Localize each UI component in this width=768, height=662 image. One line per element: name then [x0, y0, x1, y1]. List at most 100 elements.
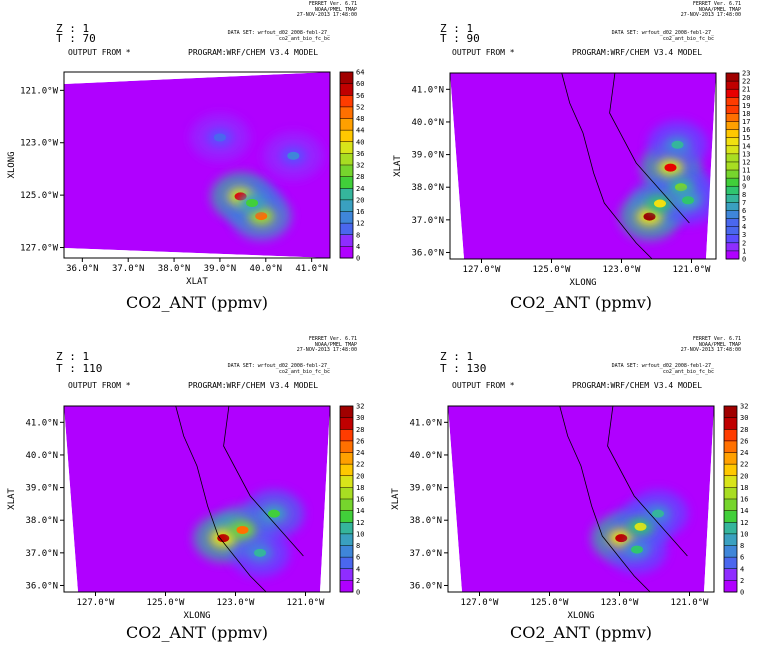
coastline [561, 73, 653, 259]
colorbar-tick-label: 8 [740, 542, 744, 550]
y-tick-label: 37.0°N [25, 549, 58, 559]
colorbar-segment [340, 533, 353, 546]
colorbar-tick-label: 44 [356, 127, 364, 135]
colorbar-segment [726, 226, 739, 236]
plot-area: 127.0°W 125.0°W 123.0°W 121.0°W 41.0°N 40.0°N… [393, 72, 717, 288]
colorbar: 0 4 8 12 16 20 24 28 32 36 40 44 48 52 56 60 64 [339, 69, 377, 263]
colorbar-segment [726, 153, 739, 163]
y-tick-label: 41.0°N [411, 85, 444, 95]
colorbar-tick-label: 5 [742, 215, 746, 223]
x-tick-label: 121.0°W [671, 598, 710, 608]
colorbar-tick-label: 32 [740, 403, 748, 411]
colorbar-tick-label: 28 [356, 173, 364, 181]
colorbar-tick-label: 12 [742, 158, 750, 166]
y-tick-label: 36.0°N [25, 581, 58, 591]
colorbar-tick-label: 17 [742, 118, 750, 126]
colorbar-segment [726, 81, 739, 90]
plot-frame [447, 405, 715, 593]
hotspot-core [671, 140, 684, 149]
program-label: PROGRAM:WRF/CHEM V3.4 MODEL [572, 381, 703, 390]
colorbar-segment [726, 250, 739, 260]
colorbar-tick-label: 11 [742, 167, 750, 175]
colorbar-tick-label: 9 [742, 183, 746, 191]
colorbar-tick-label: 16 [740, 496, 748, 504]
colorbar-tick-label: 20 [742, 94, 750, 102]
colorbar-tick-label: 4 [356, 243, 360, 251]
colorbar-segment [340, 72, 353, 85]
colorbar-segment [724, 522, 737, 535]
colorbar-segment [340, 429, 353, 442]
colorbar-segment [726, 170, 739, 179]
colorbar-segment [726, 234, 739, 244]
colorbar-segment [724, 475, 737, 488]
colorbar-segment [726, 210, 739, 220]
colorbar-tick-label: 36 [356, 150, 364, 158]
colorbar-tick-label: 21 [742, 86, 750, 94]
colorbar-segment [724, 557, 737, 570]
hotspot-core [217, 534, 230, 543]
colorbar-tick-label: 60 [356, 80, 364, 88]
colorbar-segment [340, 510, 353, 523]
colorbar-segment [340, 568, 353, 581]
y-axis-title: XLAT [391, 488, 401, 510]
colorbar-tick-label: 4 [742, 223, 746, 231]
hotspot-core [246, 198, 259, 207]
colorbar-tick-label: 18 [742, 110, 750, 118]
colorbar-tick-label: 26 [356, 437, 364, 445]
colorbar-segment [340, 522, 353, 535]
colorbar-segment [340, 440, 353, 453]
colorbar-tick-label: 2 [356, 577, 360, 585]
colorbar-segment [340, 545, 353, 558]
program-label: PROGRAM:WRF/CHEM V3.4 MODEL [572, 48, 703, 57]
colorbar-segment [724, 568, 737, 581]
x-tick-label: 123.0°W [603, 265, 642, 275]
colorbar-tick-label: 52 [356, 103, 364, 111]
colorbar-tick-label: 14 [740, 507, 748, 515]
x-tick-label: 121.0°W [673, 265, 712, 275]
y-axis-title: XLONG [7, 151, 17, 178]
colorbar-segment [340, 475, 353, 488]
y-tick-label: 37.0°N [411, 216, 444, 226]
variable-title: CO2_ANT (ppmv) [510, 623, 653, 642]
colorbar-segment [726, 73, 739, 82]
y-tick-label: 125.0°W [20, 191, 59, 201]
colorbar-tick-label: 22 [356, 461, 364, 469]
z-label: Z : 1 [440, 350, 474, 363]
colorbar-tick-label: 8 [356, 542, 360, 550]
x-axis-title: XLONG [569, 278, 596, 288]
ferret-version: FERRET Ver. 6.71 NOAA/PMEL TMAP 27-NOV-2… [680, 1, 741, 18]
colorbar-tick-label: 0 [740, 589, 744, 597]
colorbar-segment [340, 95, 353, 108]
colorbar: 0 2 4 6 8 10 12 14 16 18 20 22 24 26 28 30 32 [339, 403, 377, 597]
colorbar-segment [340, 223, 353, 236]
y-tick-label: 37.0°N [409, 549, 442, 559]
colorbar-tick-label: 28 [740, 426, 748, 434]
colorbar-tick-label: 64 [356, 69, 364, 77]
colorbar-segment [340, 557, 353, 570]
colorbar-tick-label: 2 [740, 577, 744, 585]
colorbar-segment [340, 199, 353, 212]
variable-title: CO2_ANT (ppmv) [510, 293, 653, 312]
colorbar-segment [726, 202, 739, 211]
colorbar-tick-label: 24 [356, 185, 364, 193]
x-axis-title: XLONG [567, 611, 594, 621]
y-tick-label: 41.0°N [25, 418, 58, 428]
colorbar-tick-label: 14 [356, 507, 364, 515]
colorbar-segment [724, 499, 737, 512]
plot-frame [449, 72, 717, 260]
colorbar-tick-label: 19 [742, 102, 750, 110]
colorbar-segment [340, 234, 353, 247]
hotspot-core [652, 509, 664, 518]
colorbar-segment [724, 533, 737, 546]
colorbar-tick-label: 22 [742, 78, 750, 86]
x-tick-label: 41.0°N [295, 264, 328, 274]
colorbar-segment [340, 118, 353, 131]
y-tick-label: 38.0°N [409, 516, 442, 526]
ferret-version: FERRET Ver. 6.71 NOAA/PMEL TMAP 27-NOV-2… [296, 1, 357, 18]
colorbar-tick-label: 2 [742, 239, 746, 247]
